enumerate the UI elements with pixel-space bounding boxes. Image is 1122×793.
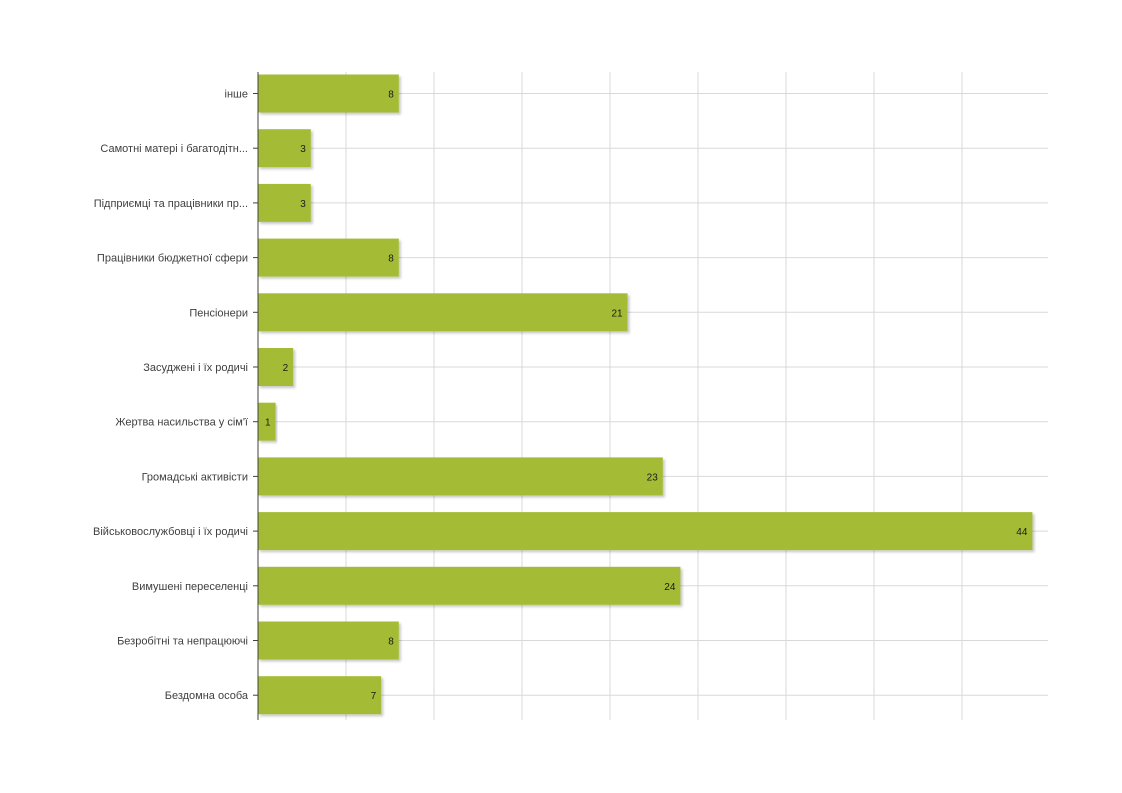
category-label: інше (225, 89, 248, 101)
category-label: Вимушені переселенці (132, 581, 248, 593)
data-label: 24 (664, 582, 676, 593)
data-label: 21 (611, 308, 623, 319)
bar (258, 402, 276, 441)
bar (258, 129, 311, 168)
bar (258, 293, 628, 332)
category-label: Жертва насильства у сім'ї (115, 417, 248, 429)
bars (258, 74, 1033, 715)
category-label: Пенсіонери (189, 307, 248, 319)
data-label: 3 (300, 199, 306, 210)
category-label: Військовослужбовці і їх родичі (93, 526, 248, 538)
category-label: Засуджені і їх родичі (143, 362, 248, 374)
category-label: Громадські активісти (142, 471, 248, 483)
data-label: 23 (647, 472, 659, 483)
bar (258, 676, 382, 715)
category-label: Працівники бюджетної сфери (97, 253, 248, 265)
data-label: 1 (265, 418, 271, 429)
category-label: Безробітні та непрацюючі (117, 636, 248, 648)
bar (258, 457, 663, 496)
y-axis (253, 72, 259, 720)
category-label: Самотні матері і багатодітн... (100, 143, 248, 155)
data-label: 2 (283, 363, 289, 374)
bar (258, 621, 399, 660)
data-label: 3 (300, 144, 306, 155)
bar (258, 238, 399, 277)
bar (258, 348, 294, 386)
bar (258, 512, 1033, 551)
data-label: 7 (371, 691, 377, 702)
data-label: 44 (1016, 527, 1028, 538)
bar (258, 566, 681, 605)
bar (258, 74, 399, 113)
data-label: 8 (388, 90, 394, 101)
category-label: Підприємці та працівники пр... (94, 198, 248, 210)
labels: інше 8 Самотні матері і багатодітн... 3 Підп… (93, 89, 1028, 703)
data-label: 8 (388, 637, 394, 648)
data-label: 8 (388, 254, 394, 265)
category-label: Бездомна особа (165, 690, 249, 702)
bar (258, 183, 311, 222)
